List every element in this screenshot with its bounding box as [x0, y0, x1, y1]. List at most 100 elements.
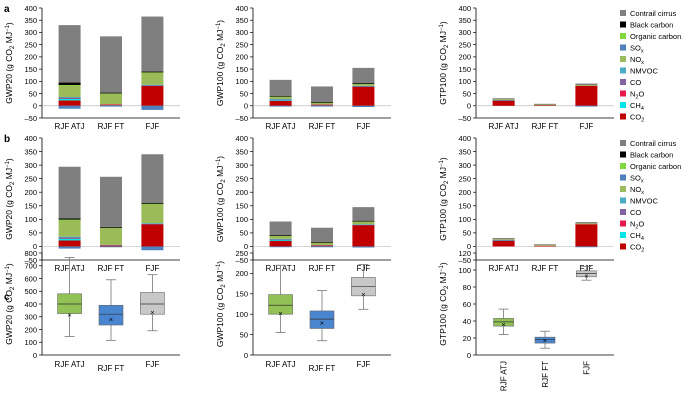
- box-iqr: [268, 294, 293, 315]
- y-tick-label: –50: [24, 114, 37, 123]
- y-axis-label-c-GTP100: GTP100 (g CO2 MJ−1): [438, 262, 450, 346]
- bar-segment-sox: [100, 105, 122, 107]
- legend-swatch: [620, 33, 626, 39]
- bar-segment-contrail-cirrus: [311, 227, 333, 242]
- box-iqr: [309, 310, 335, 329]
- y-tick-label: 250: [24, 174, 37, 183]
- y-tick-label: 0: [244, 242, 248, 251]
- legend-swatch: [620, 140, 626, 146]
- bar-segment-sox: [141, 105, 164, 110]
- y-tick-label: 200: [24, 325, 37, 334]
- bar-segment-sox: [58, 105, 81, 109]
- bar-segment-nox: [575, 85, 598, 86]
- x-tick-label: FJF: [580, 122, 594, 131]
- box-mean-marker: ×: [501, 320, 505, 329]
- bar-segment-sox: [269, 246, 292, 248]
- box-iqr: [140, 292, 165, 315]
- x-tick-label: RJF FT: [98, 364, 125, 373]
- box-mean-marker: ×: [278, 309, 282, 318]
- y-tick-label: 700: [24, 262, 37, 271]
- x-tick-label: RJF FT: [532, 264, 559, 273]
- box-mean-marker: ×: [150, 308, 154, 317]
- y-axis-label-a-GTP100: GTP100 (g CO2 MJ−1): [438, 21, 450, 105]
- x-tick-label: RJF FT: [98, 264, 125, 273]
- y-tick-label: 350: [458, 147, 471, 156]
- x-tick-label: RJF FT: [309, 122, 336, 131]
- bar-segment-contrail-cirrus: [534, 103, 556, 105]
- x-tick-label: RJF FT: [309, 264, 336, 273]
- bar-segment-black-carbon: [269, 235, 292, 236]
- x-tick-label: RJF FT: [98, 122, 125, 131]
- x-tick-label: RJF ATJ: [489, 264, 519, 273]
- legend-swatch: [620, 67, 626, 74]
- bar-segment-black-carbon: [311, 241, 333, 243]
- y-tick-label: 100: [235, 310, 248, 319]
- bar-segment-n2o: [311, 245, 333, 246]
- y-tick-label: 0: [33, 102, 37, 111]
- bar-segment-nmvoc: [352, 224, 375, 226]
- y-tick-label: 150: [458, 202, 471, 211]
- bar-segment-nox: [58, 85, 81, 97]
- legend-swatch: [620, 90, 626, 97]
- bar-segment-organic-carbon: [58, 85, 81, 86]
- bar-segment-nox: [492, 99, 515, 100]
- y-tick-label: 50: [240, 330, 248, 339]
- y-tick-label: 200: [24, 53, 37, 62]
- bar-segment-nox: [100, 92, 122, 105]
- bar-segment-sox: [269, 105, 292, 107]
- y-tick-label: 800: [24, 249, 37, 258]
- bar-segment-black-carbon: [311, 101, 333, 103]
- bar-segment-co2: [100, 105, 122, 106]
- legend-swatch: [620, 102, 626, 108]
- box-iqr: [534, 336, 556, 344]
- bar-segment-nox: [269, 235, 292, 239]
- x-tick-label: FJF: [146, 360, 160, 369]
- bar-segment-nmvoc: [58, 236, 81, 238]
- x-tick-label: RJF ATJ: [500, 361, 509, 391]
- bar-segment-nox: [100, 227, 122, 245]
- box-iqr: [493, 318, 514, 327]
- bar-segment-sox: [141, 246, 164, 251]
- x-tick-label: RJF ATJ: [266, 122, 296, 131]
- bar-segment-black-carbon: [58, 218, 81, 220]
- y-tick-label: 0: [467, 351, 471, 360]
- y-tick-label: 400: [235, 4, 248, 13]
- y-tick-label: 300: [24, 161, 37, 170]
- bar-segment-co2: [58, 240, 81, 247]
- bar-segment-ch4: [269, 239, 292, 242]
- bar-segment-organic-carbon: [58, 219, 81, 221]
- bar-segment-contrail-cirrus: [269, 79, 292, 96]
- bar-segment-ch4: [58, 238, 81, 241]
- bar-segment-contrail-cirrus: [492, 98, 515, 100]
- legend-swatch: [620, 56, 626, 62]
- bar-segment-sox: [352, 105, 375, 107]
- y-tick-label: 0: [467, 242, 471, 251]
- legend-label: N2O: [630, 220, 644, 231]
- legend-label: Contrail cirrus: [630, 139, 677, 148]
- y-tick-label: 80: [463, 283, 471, 292]
- y-tick-label: 50: [240, 229, 248, 238]
- x-tick-label: RJF ATJ: [489, 122, 519, 131]
- legend-label: CO: [630, 208, 641, 217]
- y-tick-label: 150: [235, 202, 248, 211]
- y-axis-label-b-GWP20: GWP20 (g CO2 MJ−1): [4, 158, 16, 240]
- bar-segment-co: [141, 85, 164, 87]
- bar-segment-sox: [311, 105, 333, 107]
- box-mean-marker: ×: [361, 290, 365, 299]
- bar-segment-co2: [492, 100, 515, 106]
- y-tick-label: 200: [235, 188, 248, 197]
- bar-segment-nox: [492, 239, 515, 240]
- y-tick-label: 350: [24, 16, 37, 25]
- bar-segment-black-carbon: [100, 226, 122, 228]
- bar-segment-co: [58, 97, 81, 99]
- bar-segment-n2o: [100, 244, 122, 246]
- y-tick-label: –50: [235, 256, 248, 265]
- y-tick-label: 150: [24, 202, 37, 211]
- bar-segment-nox: [141, 203, 164, 224]
- bar-segment-co: [58, 237, 81, 239]
- bar-segment-black-carbon: [141, 71, 164, 73]
- y-tick-label: 400: [458, 4, 471, 13]
- x-tick-label: RJF ATJ: [55, 122, 85, 131]
- bar-segment-nox: [58, 219, 81, 237]
